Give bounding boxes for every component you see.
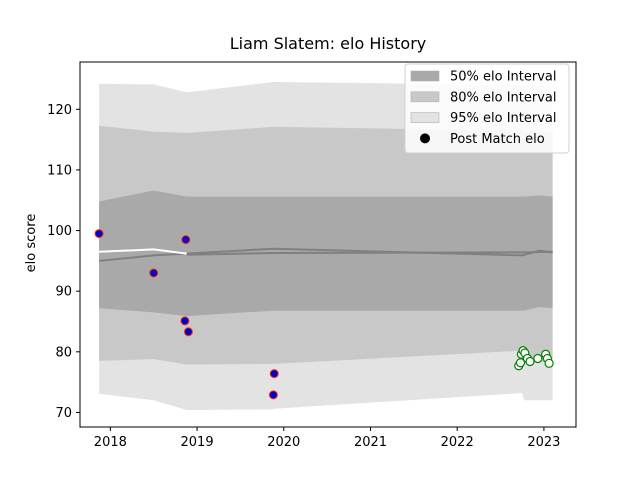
y-tick-label: 70 bbox=[55, 406, 72, 421]
legend: 50% elo Interval 80% elo Interval 95% elo … bbox=[404, 63, 570, 154]
y-tick-label: 80 bbox=[55, 345, 72, 360]
legend-swatch bbox=[410, 112, 440, 123]
elo-line-0 bbox=[98, 247, 553, 262]
y-tick-label: 120 bbox=[47, 103, 72, 118]
y-tick-label: 90 bbox=[55, 285, 72, 300]
legend-swatch bbox=[410, 70, 440, 82]
y-tick-label: 100 bbox=[47, 224, 72, 239]
post-match-elo-point bbox=[149, 268, 159, 278]
post-match-elo-point bbox=[183, 327, 193, 337]
y-tick-label: 110 bbox=[47, 163, 72, 178]
legend-label: Post Match elo bbox=[450, 132, 545, 147]
legend-box bbox=[404, 63, 570, 154]
x-tick-label: 2018 bbox=[94, 435, 127, 450]
x-tick-label: 2023 bbox=[527, 435, 560, 450]
legend-label: 80% elo Interval bbox=[450, 90, 557, 105]
legend-marker bbox=[420, 133, 430, 144]
x-tick-label: 2021 bbox=[354, 435, 387, 450]
x-tick-label: 2022 bbox=[441, 435, 474, 450]
elo-points bbox=[94, 229, 554, 400]
elo-line-1 bbox=[186, 250, 553, 256]
legend-label: 95% elo Interval bbox=[450, 111, 557, 126]
y-axis: 70 80 90 100 110 120 bbox=[47, 103, 80, 421]
post-match-elo-point bbox=[268, 390, 278, 400]
x-tick-label: 2020 bbox=[267, 435, 300, 450]
elo-lines bbox=[98, 247, 553, 262]
elo-line-2 bbox=[99, 248, 187, 255]
chart-title: Liam Slatem: elo History bbox=[230, 34, 427, 53]
x-axis: 2018 2019 2020 2021 2022 2023 bbox=[94, 427, 560, 450]
post-match-elo-point bbox=[180, 316, 190, 326]
upcoming-elo-point bbox=[544, 358, 554, 368]
post-match-elo-point bbox=[269, 369, 279, 379]
post-match-elo-point bbox=[181, 235, 191, 245]
plot-frame bbox=[79, 61, 577, 428]
interval-bands bbox=[99, 82, 553, 410]
post-match-elo-point bbox=[94, 229, 104, 239]
upcoming-elo-point bbox=[525, 356, 535, 367]
upcoming-elo-point bbox=[533, 353, 543, 364]
legend-label: 50% elo Interval bbox=[450, 70, 557, 85]
legend-swatch bbox=[410, 91, 440, 103]
x-tick-label: 2019 bbox=[181, 435, 214, 450]
plot-area bbox=[94, 82, 554, 410]
y-axis-title: elo score bbox=[24, 214, 39, 273]
